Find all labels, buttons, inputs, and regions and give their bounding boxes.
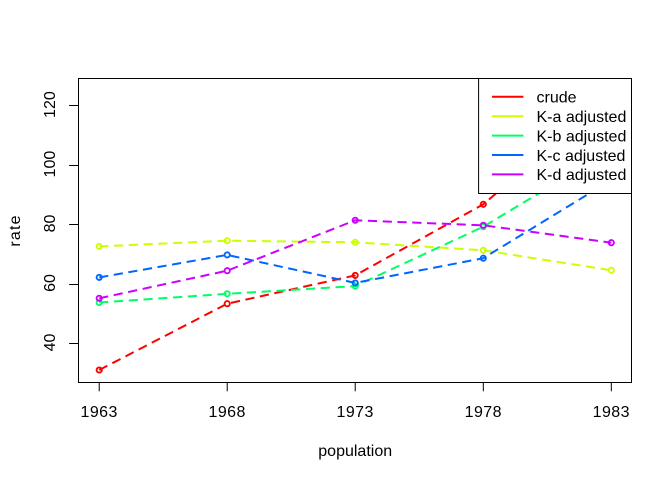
svg-text:100: 100: [42, 151, 59, 178]
svg-text:60: 60: [42, 274, 59, 292]
svg-text:population: population: [318, 443, 392, 460]
svg-text:rate: rate: [7, 214, 24, 246]
svg-text:1973: 1973: [336, 404, 373, 421]
svg-text:K-c adjusted: K-c adjusted: [537, 148, 626, 165]
svg-text:1978: 1978: [465, 404, 502, 421]
svg-text:40: 40: [42, 334, 59, 352]
svg-text:1963: 1963: [80, 404, 117, 421]
svg-text:K-a adjusted: K-a adjusted: [537, 109, 627, 126]
svg-text:K-b adjusted: K-b adjusted: [537, 128, 627, 145]
svg-text:K-d adjusted: K-d adjusted: [537, 167, 627, 184]
svg-text:1968: 1968: [208, 404, 245, 421]
svg-text:1983: 1983: [593, 404, 630, 421]
svg-text:120: 120: [42, 91, 59, 118]
svg-text:crude: crude: [537, 90, 577, 107]
svg-text:80: 80: [42, 215, 59, 233]
